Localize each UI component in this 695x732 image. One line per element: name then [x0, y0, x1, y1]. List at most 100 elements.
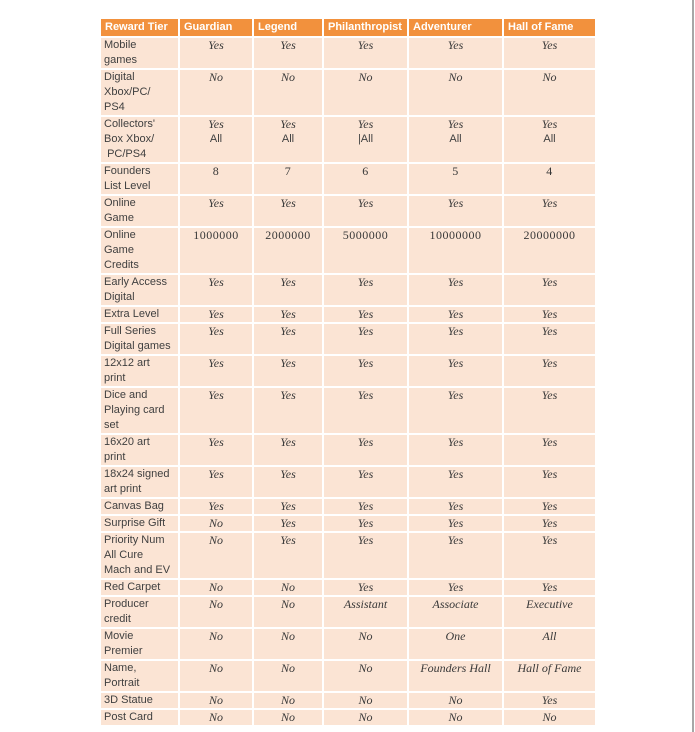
value-cell: Yes — [502, 531, 597, 580]
value-cell: Yes — [252, 322, 324, 356]
row-label: 16x20 art print — [99, 433, 180, 467]
value-text: No — [208, 533, 223, 547]
value-text: Yes — [447, 356, 464, 370]
value-text: No — [280, 597, 295, 611]
column-header-adventurer: Adventurer — [407, 17, 504, 38]
value-text: Yes — [357, 324, 374, 338]
value-cell: Yes — [502, 514, 597, 533]
value-text: 8 — [212, 164, 220, 178]
table-body: Mobile games Yes Yes Yes Yes Yes Digital Xbox/… — [99, 36, 597, 727]
value-text: Yes — [541, 580, 558, 594]
value-text: Yes — [280, 499, 296, 513]
value-text: Yes — [541, 435, 558, 449]
value-text: 4 — [546, 164, 553, 178]
value-cell: No — [178, 531, 254, 580]
value-cell: No — [252, 595, 324, 629]
row-label: Post Card — [99, 708, 180, 727]
row-label: 18x24 signed art print — [99, 465, 180, 499]
value-text: Yes — [357, 356, 374, 370]
value-cell: Yes — [322, 497, 409, 516]
row-label: 3D Statue — [99, 691, 180, 710]
value-text: Yes — [541, 196, 558, 210]
value-cell: No — [252, 659, 324, 693]
value-text: Yes — [541, 307, 558, 321]
value-cell: Yes — [322, 322, 409, 356]
value-text: No — [280, 70, 295, 84]
value-cell: Yes — [178, 433, 254, 467]
value-text: Yes — [447, 275, 464, 289]
value-cell: Yes — [322, 433, 409, 467]
value-text: Yes — [541, 693, 558, 707]
value-cell: 5 — [407, 162, 504, 196]
value-text: Yes — [280, 533, 296, 547]
table-header: Reward Tier Guardian Legend Philanthropist A… — [99, 17, 597, 38]
value-text: No — [208, 693, 223, 707]
row-label: Full Series Digital games — [99, 322, 180, 356]
value-text: Yes — [280, 516, 296, 530]
value-cell: Yes — [407, 578, 504, 597]
value-cell: No — [407, 708, 504, 727]
value-text: No — [208, 516, 223, 530]
value-cell: Yes — [252, 465, 324, 499]
value-text: Yes — [357, 580, 374, 594]
value-cell: Yes — [322, 305, 409, 324]
row-label: Early Access Digital — [99, 273, 180, 307]
value-text: No — [358, 70, 373, 84]
value-cell: No — [178, 595, 254, 629]
value-cell: Yes — [502, 578, 597, 597]
value-text: Yes — [280, 435, 296, 449]
value-cell: Yes — [502, 273, 597, 307]
value-cell: No — [322, 627, 409, 661]
value-text: 7 — [284, 164, 292, 178]
column-header-guardian: Guardian — [178, 17, 254, 38]
value-cell: 2000000 — [252, 226, 324, 275]
column-header-philanthropist: Philanthropist — [322, 17, 409, 38]
value-cell: Yes — [502, 465, 597, 499]
value-text: Yes — [447, 324, 464, 338]
value-text: No — [358, 661, 373, 675]
table-row: Full Series Digital games Yes Yes Yes Yes Yes — [99, 322, 597, 356]
value-text: Yes — [357, 275, 374, 289]
column-header-reward-tier: Reward Tier — [99, 17, 180, 38]
value-cell: Assistant — [322, 595, 409, 629]
value-text: Yes — [280, 307, 296, 321]
value-text: Yes — [357, 435, 374, 449]
value-text: 20000000 — [523, 228, 576, 242]
table-row: Canvas Bag Yes Yes Yes Yes Yes — [99, 497, 597, 516]
value-text: Yes — [447, 38, 464, 52]
value-cell: Yes — [178, 36, 254, 70]
value-text: Yes — [447, 388, 464, 402]
row-label: Priority Num All Cure Mach and EV — [99, 531, 180, 580]
value-cell: Yes — [407, 433, 504, 467]
value-text: Yes — [447, 533, 464, 547]
value-text: Yes — [208, 307, 224, 321]
value-cell: No — [178, 514, 254, 533]
value-cell: 10000000 — [407, 226, 504, 275]
value-cell: No — [252, 68, 324, 117]
value-text: 2000000 — [265, 228, 311, 242]
value-text: Yes — [208, 275, 224, 289]
value-text: Yes — [541, 467, 558, 481]
row-label: Extra Level — [99, 305, 180, 324]
value-cell: No — [502, 708, 597, 727]
value-cell: Yes — [178, 194, 254, 228]
value-cell: No — [178, 691, 254, 710]
value-text: No — [542, 710, 557, 724]
value-cell: Yes — [252, 433, 324, 467]
value-cell: Yes — [502, 386, 597, 435]
value-text: Yes — [447, 499, 464, 513]
table-row: 18x24 signed art print Yes Yes Yes Yes Yes — [99, 465, 597, 499]
row-label: 12x12 art print — [99, 354, 180, 388]
value-cell: Yes |All — [322, 115, 409, 164]
slide-edge-line — [692, 0, 694, 732]
value-cell: No — [252, 691, 324, 710]
value-cell: No — [178, 578, 254, 597]
table-row: Priority Num All Cure Mach and EV No Yes Ye… — [99, 531, 597, 580]
value-text: 5000000 — [342, 228, 389, 242]
value-text: 10000000 — [429, 228, 482, 242]
value-cell: 7 — [252, 162, 324, 196]
row-label: Surprise Gift — [99, 514, 180, 533]
value-cell: Yes — [502, 354, 597, 388]
header-row: Reward Tier Guardian Legend Philanthropist A… — [99, 17, 597, 38]
